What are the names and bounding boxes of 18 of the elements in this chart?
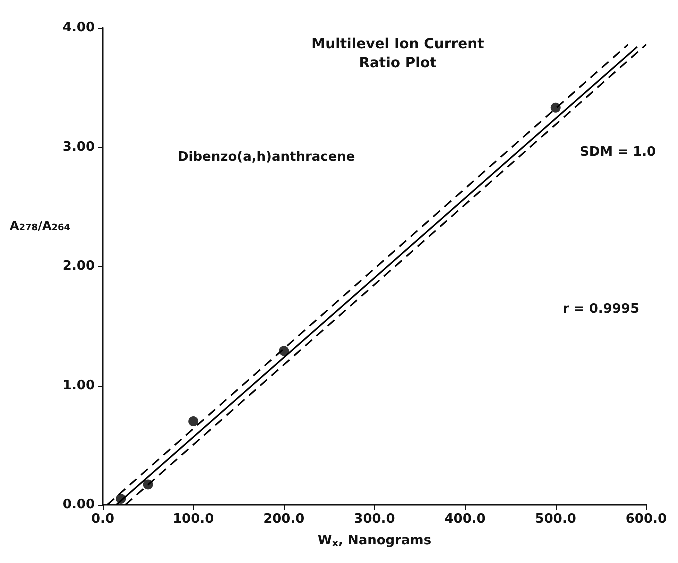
point: [550, 102, 561, 113]
x-tick-label: 0.0: [91, 512, 115, 527]
x-tick-label: 300.0: [354, 512, 396, 527]
y-tick-label: 2.00: [62, 259, 95, 274]
text: Multilevel Ion Current Ratio Plot: [312, 36, 485, 72]
x-tick-label: 200.0: [264, 512, 305, 527]
point: [188, 416, 199, 427]
y-tick-label: 1.00: [62, 378, 95, 394]
x-tick-label: 400.0: [444, 512, 486, 527]
annotation: SDM = 1.0: [580, 145, 656, 160]
y-tick-label: 3.00: [62, 140, 95, 155]
annotation: r = 0.9995: [563, 302, 640, 317]
x-tick-label: 100.0: [173, 512, 214, 527]
x-tick-label: 600.0: [626, 512, 667, 527]
annotation: Dibenzo(a,h)anthracene: [178, 150, 356, 165]
y-tick-label: 4.00: [62, 20, 95, 36]
y-tick-label: 0.00: [62, 498, 95, 512]
x-tick-label: 500.0: [535, 512, 576, 527]
